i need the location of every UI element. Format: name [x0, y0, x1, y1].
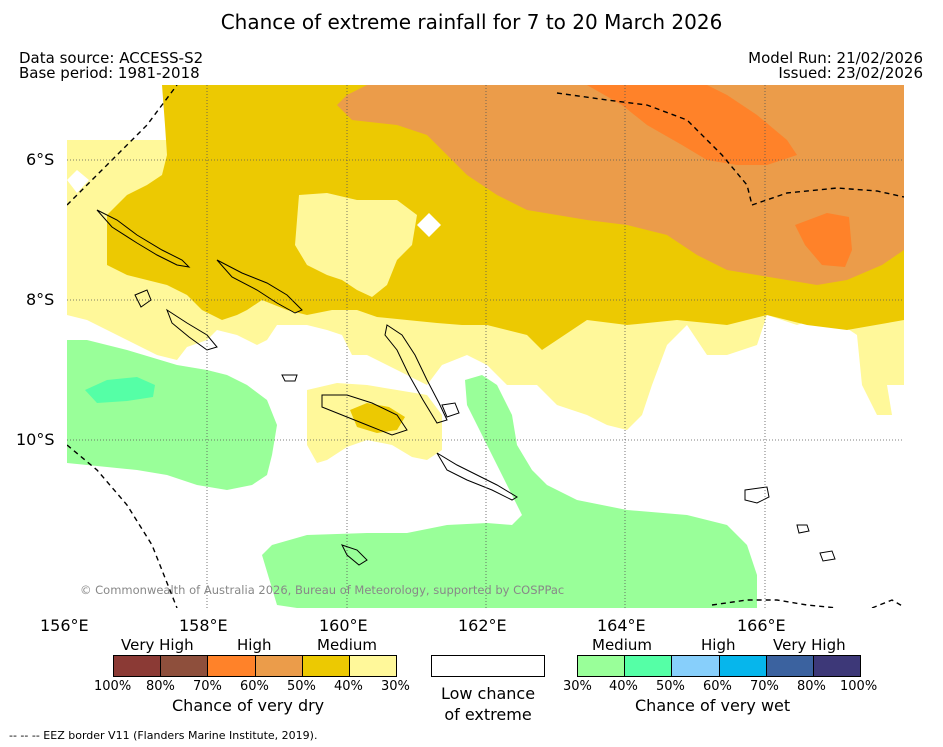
wet-tick-80: 80%: [797, 679, 826, 694]
wet-swatch-50-60: [671, 656, 719, 676]
wet-category-medium: Medium: [592, 636, 652, 654]
low-chance-swatch: [431, 655, 545, 677]
low-chance-patch: [417, 213, 441, 237]
lon-label-156e: 156°E: [40, 616, 89, 635]
dry-tick-60: 60%: [240, 679, 269, 694]
lon-label-160e: 160°E: [319, 616, 368, 635]
wet-tick-60: 60%: [703, 679, 732, 694]
map-title: Chance of extreme rainfall for 7 to 20 M…: [220, 10, 723, 34]
lon-label-166e: 166°E: [737, 616, 786, 635]
wet-tick-70: 70%: [750, 679, 779, 694]
dry-tick-80: 80%: [146, 679, 175, 694]
dry-light-patch: [295, 193, 417, 297]
dry-category-medium: Medium: [317, 636, 377, 654]
model-run: Model Run: 21/02/2026: [748, 49, 923, 67]
wet-legend-caption: Chance of very wet: [635, 696, 791, 715]
dry-medium-small-patch: [350, 403, 405, 433]
dry-swatch-60-70: [207, 656, 255, 676]
wet-tick-100: 100%: [840, 679, 878, 694]
lat-label-6s: 6°S: [26, 150, 55, 169]
dry-legend-caption: Chance of very dry: [172, 696, 325, 715]
dry-colorbar: [113, 655, 397, 677]
dry-tick-40: 40%: [334, 679, 363, 694]
low-chance-patch: [67, 170, 89, 193]
wet-medium-dark-patch: [85, 377, 155, 403]
wet-category-very-high: Very High: [773, 636, 846, 654]
neutral-caption-line1: Low chance: [440, 684, 536, 703]
dry-high-dark-patch: [795, 213, 852, 267]
neutral-caption-line2: of extreme: [444, 705, 532, 724]
wet-medium-region-south: [262, 375, 757, 608]
wet-tick-50: 50%: [656, 679, 685, 694]
dry-tick-70: 70%: [193, 679, 222, 694]
dry-tick-50: 50%: [287, 679, 316, 694]
dry-tick-30: 30%: [381, 679, 410, 694]
lon-label-162e: 162°E: [458, 616, 507, 635]
eez-borders: [67, 85, 904, 608]
meta-right: Model Run: 21/02/2026 Issued: 23/02/2026: [748, 51, 923, 81]
copyright-notice: © Commonwealth of Australia 2026, Bureau…: [80, 583, 565, 597]
dry-high-dark-region: [587, 85, 797, 165]
graticule: [67, 85, 904, 608]
data-source: Data source: ACCESS-S2: [19, 49, 204, 67]
map-canvas: [67, 85, 904, 608]
lat-label-8s: 8°S: [26, 290, 55, 309]
wet-swatch-80-100: [812, 656, 861, 676]
dry-swatch-70-80: [160, 656, 208, 676]
lon-label-158e: 158°E: [179, 616, 228, 635]
dry-tick-100: 100%: [94, 679, 132, 694]
lon-label-164e: 164°E: [597, 616, 646, 635]
dry-swatch-40-50: [301, 656, 349, 676]
wet-tick-30: 30%: [563, 679, 592, 694]
dry-swatch-80-100: [114, 656, 161, 676]
wet-swatch-70-80: [765, 656, 813, 676]
coastlines: [96, 209, 836, 566]
eez-footnote: -- -- -- EEZ border V11 (Flanders Marine…: [9, 729, 318, 742]
dry-swatch-30-40: [348, 656, 397, 676]
wet-swatch-60-70: [718, 656, 766, 676]
meta-left: Data source: ACCESS-S2 Base period: 1981…: [19, 51, 203, 81]
dry-category-high: High: [237, 636, 272, 654]
wet-colorbar: [577, 655, 861, 677]
rainfall-map: [67, 85, 904, 608]
wet-swatch-40-50: [624, 656, 672, 676]
dry-swatch-50-60: [254, 656, 302, 676]
dry-category-very-high: Very High: [121, 636, 194, 654]
wet-medium-region-west: [67, 340, 277, 490]
base-period: Base period: 1981-2018: [19, 64, 200, 82]
neutral-legend-caption: Low chance of extreme: [431, 683, 545, 725]
issued-date: Issued: 23/02/2026: [778, 64, 923, 82]
wet-category-high: High: [701, 636, 736, 654]
lat-label-10s: 10°S: [16, 430, 55, 449]
wet-swatch-30-40: [578, 656, 625, 676]
wet-tick-40: 40%: [609, 679, 638, 694]
